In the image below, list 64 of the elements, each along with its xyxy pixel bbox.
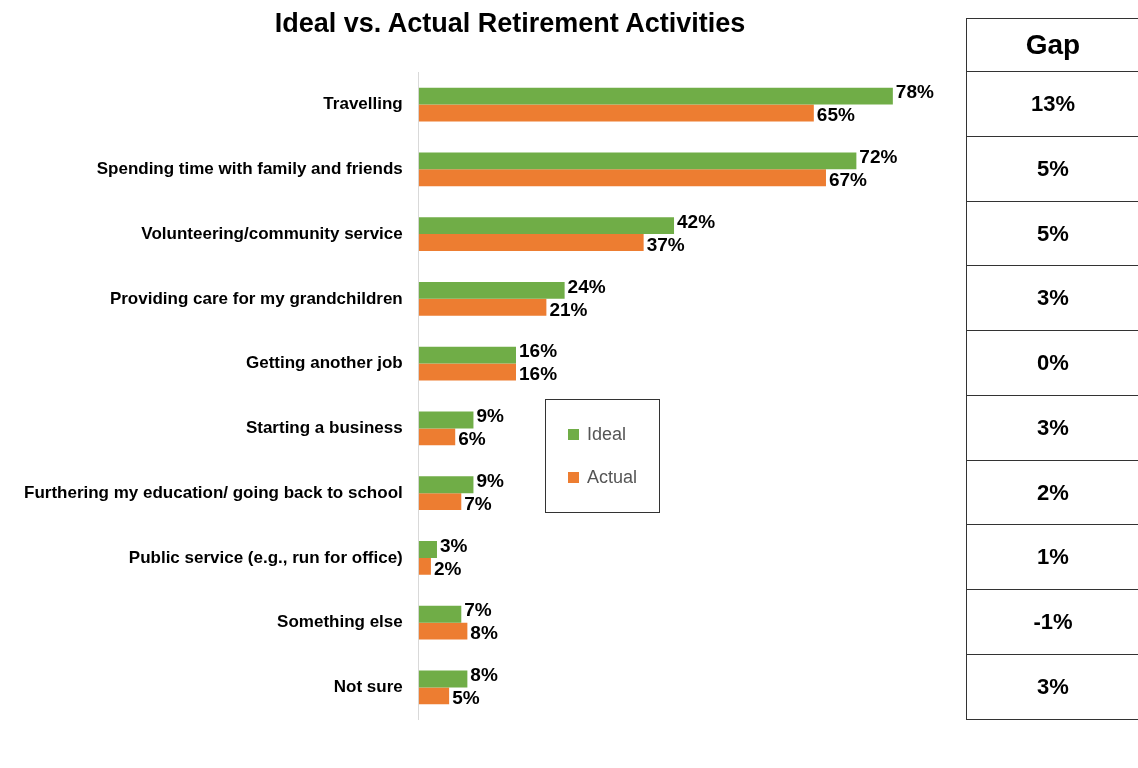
data-label: 16%	[519, 340, 558, 362]
data-label: 72%	[859, 146, 898, 168]
bar	[418, 493, 462, 510]
text: 3%	[967, 654, 1138, 720]
data-label: 7%	[464, 599, 492, 621]
data-label: 67%	[828, 168, 868, 190]
data-label: 16%	[519, 363, 558, 385]
data-label: 78%	[895, 81, 934, 103]
data-label: 37%	[646, 233, 685, 255]
bar	[418, 411, 474, 429]
bar	[418, 104, 814, 122]
text: 1%	[967, 525, 1138, 591]
bar	[418, 282, 565, 299]
y-tick-label: Travelling	[323, 94, 403, 114]
data-label: 9%	[476, 405, 505, 427]
data-label: 42%	[677, 210, 716, 232]
chart-title: Ideal vs. Actual Retirement Activities	[273, 8, 747, 39]
data-label: 5%	[452, 687, 480, 709]
text: 3%	[967, 395, 1138, 461]
data-label: 2%	[433, 557, 462, 579]
text: Gap	[967, 18, 1138, 73]
text: 5%	[967, 136, 1138, 202]
bar	[418, 152, 857, 170]
bar	[418, 87, 893, 105]
data-label: 6%	[458, 428, 486, 450]
y-tick-label: Not sure	[333, 677, 403, 697]
y-tick-label: Furthering my education/ going back to school	[24, 482, 403, 502]
y-tick-label: Spending time with family and friends	[96, 159, 403, 179]
bar	[418, 428, 456, 446]
text: 0%	[967, 331, 1138, 396]
legend-label: Actual	[587, 467, 638, 488]
bar	[418, 234, 644, 251]
bar	[418, 363, 516, 381]
text: -1%	[967, 590, 1138, 655]
y-tick-label: Something else	[277, 612, 403, 632]
y-tick-label: Volunteering/community service	[141, 223, 403, 243]
legend-label: Ideal	[587, 424, 627, 445]
bar	[418, 476, 474, 494]
data-label: 8%	[470, 664, 498, 686]
data-label: 21%	[549, 298, 588, 320]
text: 5%	[967, 201, 1138, 267]
text: 2%	[967, 460, 1138, 526]
text: 13%	[967, 72, 1138, 137]
bar	[418, 605, 462, 623]
bar	[418, 169, 826, 187]
y-tick-label: Starting a business	[245, 418, 403, 438]
bar	[418, 298, 547, 316]
bar	[418, 217, 675, 235]
data-label: 8%	[470, 622, 498, 644]
y-tick-label: Getting another job	[245, 353, 403, 373]
bar	[418, 687, 450, 705]
bar	[418, 541, 437, 558]
bar	[418, 622, 468, 640]
data-label: 65%	[816, 104, 855, 126]
text: 3%	[967, 266, 1138, 332]
data-label: 7%	[464, 492, 492, 514]
y-tick-label: Providing care for my grandchildren	[109, 288, 403, 308]
data-label: 9%	[476, 469, 505, 491]
bar	[418, 557, 431, 575]
y-tick-label: Public service (e.g., run for office)	[128, 547, 403, 567]
data-label: 3%	[439, 534, 468, 556]
bar	[418, 346, 516, 364]
data-label: 24%	[567, 275, 606, 297]
bar	[418, 670, 468, 688]
